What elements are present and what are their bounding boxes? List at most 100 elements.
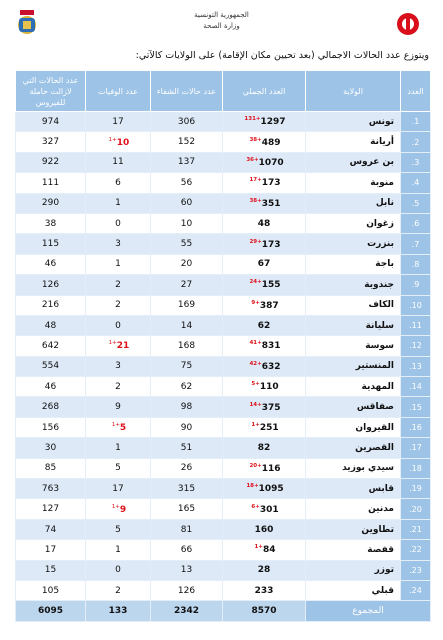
active: 46 xyxy=(15,253,86,276)
active: 974 xyxy=(15,110,86,133)
deaths-cell: 2 xyxy=(85,274,151,296)
deaths-cell: 3 xyxy=(85,355,151,378)
new-deaths: 1+ xyxy=(111,422,120,429)
total-cell: 37514+ xyxy=(222,396,306,418)
deaths: 2 xyxy=(115,585,121,596)
deaths-cell: 17 xyxy=(85,478,151,500)
row-number: 11. xyxy=(400,314,431,337)
new-cases: 9+ xyxy=(251,299,260,306)
recovered: 165 xyxy=(150,498,223,520)
active: 74 xyxy=(15,518,86,541)
total-cell: 15524+ xyxy=(222,274,306,296)
active: 105 xyxy=(15,579,86,602)
table-row: 21. تطاوين 160 81 5 74 xyxy=(15,518,431,541)
governorate: زغوان xyxy=(305,212,401,235)
active: 30 xyxy=(15,437,86,459)
deaths-cell: 1 xyxy=(85,253,151,276)
table-row: 3. بن عروس 107036+ 137 11 922 xyxy=(15,151,431,174)
new-cases: 38+ xyxy=(249,197,262,204)
active: 48 xyxy=(15,314,86,337)
governorate: سيدي بوزيد xyxy=(305,457,401,480)
deaths-cell: 101+ xyxy=(85,131,151,153)
total-cases: 489 xyxy=(261,137,281,148)
total-cases: 155 xyxy=(261,280,281,291)
total-cases: 301 xyxy=(259,504,279,515)
deaths-cell: 2 xyxy=(85,579,151,602)
total-cases: 375 xyxy=(261,402,281,413)
governorate: سوسة xyxy=(305,335,401,357)
recovered: 26 xyxy=(150,457,223,480)
table-row: 13. المنستير 63242+ 75 3 554 xyxy=(15,355,431,378)
total-cell: 28 xyxy=(222,559,306,581)
recovered: 60 xyxy=(150,192,223,214)
governorate: القيروان xyxy=(305,416,401,439)
table-row: 1. تونس 1297131+ 306 17 974 xyxy=(15,110,431,133)
active: 111 xyxy=(15,172,86,194)
sum-active: 6095 xyxy=(15,600,86,623)
deaths: 3 xyxy=(115,239,121,250)
total-cases: 387 xyxy=(259,300,279,311)
active: 85 xyxy=(15,457,86,480)
recovered: 315 xyxy=(150,478,223,500)
active: 17 xyxy=(15,539,86,561)
total-cases: 160 xyxy=(254,524,274,535)
intro-text: ويتوزع عدد الحالات الاجمالي (بعد تحيين م… xyxy=(135,50,429,61)
row-number: 19. xyxy=(400,478,431,500)
recovered: 90 xyxy=(150,416,223,439)
row-number: 18. xyxy=(400,457,431,480)
new-cases: 17+ xyxy=(249,177,262,184)
total-cases: 28 xyxy=(257,565,271,576)
table-row: 18. سيدي بوزيد 11620+ 26 5 85 xyxy=(15,457,431,480)
governorate: القصرين xyxy=(305,437,401,459)
total-cell: 83141+ xyxy=(222,335,306,357)
sum-recovered: 2342 xyxy=(150,600,223,623)
row-number: 7. xyxy=(400,233,431,255)
recovered: 306 xyxy=(150,110,223,133)
deaths: 10 xyxy=(116,137,130,148)
active: 268 xyxy=(15,396,86,418)
table-row: 19. قابس 109518+ 315 17 763 xyxy=(15,478,431,500)
governorate: سليانة xyxy=(305,314,401,337)
total-cases: 62 xyxy=(257,320,271,331)
row-number: 9. xyxy=(400,274,431,296)
column-header: العدد xyxy=(400,70,431,112)
ministry-heading: الجمهورية التونسية وزارة الصحة xyxy=(0,10,443,32)
total-cases: 831 xyxy=(261,341,281,352)
table-row: 8. باجة 67 20 1 46 xyxy=(15,253,431,276)
governorate: منوبة xyxy=(305,172,401,194)
active: 763 xyxy=(15,478,86,500)
total-cell: 48 xyxy=(222,212,306,235)
column-header: الولاية xyxy=(305,70,401,112)
governorate: صفاقس xyxy=(305,396,401,418)
deaths-cell: 6 xyxy=(85,172,151,194)
table-row: 16. القيروان 2511+ 90 51+ 156 xyxy=(15,416,431,439)
recovered: 66 xyxy=(150,539,223,561)
total-cases: 233 xyxy=(254,585,274,596)
row-number: 21. xyxy=(400,518,431,541)
total-cases: 632 xyxy=(261,361,281,372)
total-cell: 1105+ xyxy=(222,376,306,398)
republic-name: الجمهورية التونسية xyxy=(194,11,249,19)
column-header: عدد الحالات التي لازالت حاملة للفيروس xyxy=(15,70,86,112)
deaths: 1 xyxy=(115,198,121,209)
governorate: أريانة xyxy=(305,131,401,153)
deaths: 1 xyxy=(115,259,121,270)
new-cases: 36+ xyxy=(246,156,259,163)
row-number: 8. xyxy=(400,253,431,276)
row-number: 5. xyxy=(400,192,431,214)
deaths: 2 xyxy=(115,381,121,392)
governorate: قفصة xyxy=(305,539,401,561)
row-number: 12. xyxy=(400,335,431,357)
row-number: 22. xyxy=(400,539,431,561)
recovered: 55 xyxy=(150,233,223,255)
recovered: 98 xyxy=(150,396,223,418)
deaths: 3 xyxy=(115,361,121,372)
deaths: 1 xyxy=(115,544,121,555)
active: 922 xyxy=(15,151,86,174)
deaths-cell: 0 xyxy=(85,212,151,235)
recovered: 152 xyxy=(150,131,223,153)
total-cell: 62 xyxy=(222,314,306,337)
total-cases: 1297 xyxy=(260,117,286,128)
deaths: 21 xyxy=(116,341,130,352)
new-cases: 29+ xyxy=(249,238,262,245)
